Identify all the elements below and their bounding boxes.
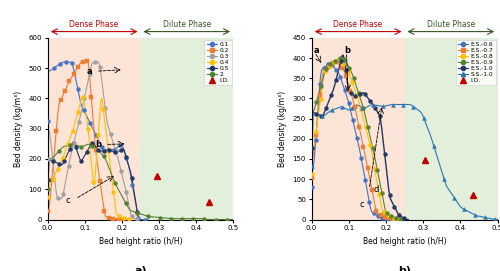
Text: Dilute Phase: Dilute Phase [427,20,475,29]
Text: a: a [86,67,92,76]
Text: b): b) [398,266,411,271]
Text: Dilute Phase: Dilute Phase [163,20,211,29]
Y-axis label: Bed density (kg/m³): Bed density (kg/m³) [278,91,287,167]
Bar [48,38,140,220]
Y-axis label: Bed density (kg/m³): Bed density (kg/m³) [14,91,23,167]
Text: Dense Phase: Dense Phase [70,20,118,29]
Text: d: d [374,185,380,194]
Text: b: b [96,140,102,149]
Bar [312,38,404,220]
Text: a: a [314,46,319,55]
Bar [140,38,234,220]
Text: Dense Phase: Dense Phase [334,20,382,29]
Text: c: c [360,200,364,209]
Legend: E.S.-0.6, E.S.-0.7, E.S.-0.8, E.S.-0.9, E.S.-1.0, S.S.-1.0, I.D.: E.S.-0.6, E.S.-0.7, E.S.-0.8, E.S.-0.9, … [456,40,496,85]
Legend: 0.1, 0.2, 0.3, 0.4, 0.5, 2, I.D.: 0.1, 0.2, 0.3, 0.4, 0.5, 2, I.D. [204,40,232,85]
X-axis label: Bed height ratio (h/H): Bed height ratio (h/H) [362,237,446,246]
Bar [404,38,498,220]
Text: a): a) [134,266,147,271]
X-axis label: Bed height ratio (h/H): Bed height ratio (h/H) [98,237,182,246]
Text: b: b [344,46,350,55]
Text: c: c [66,196,70,205]
